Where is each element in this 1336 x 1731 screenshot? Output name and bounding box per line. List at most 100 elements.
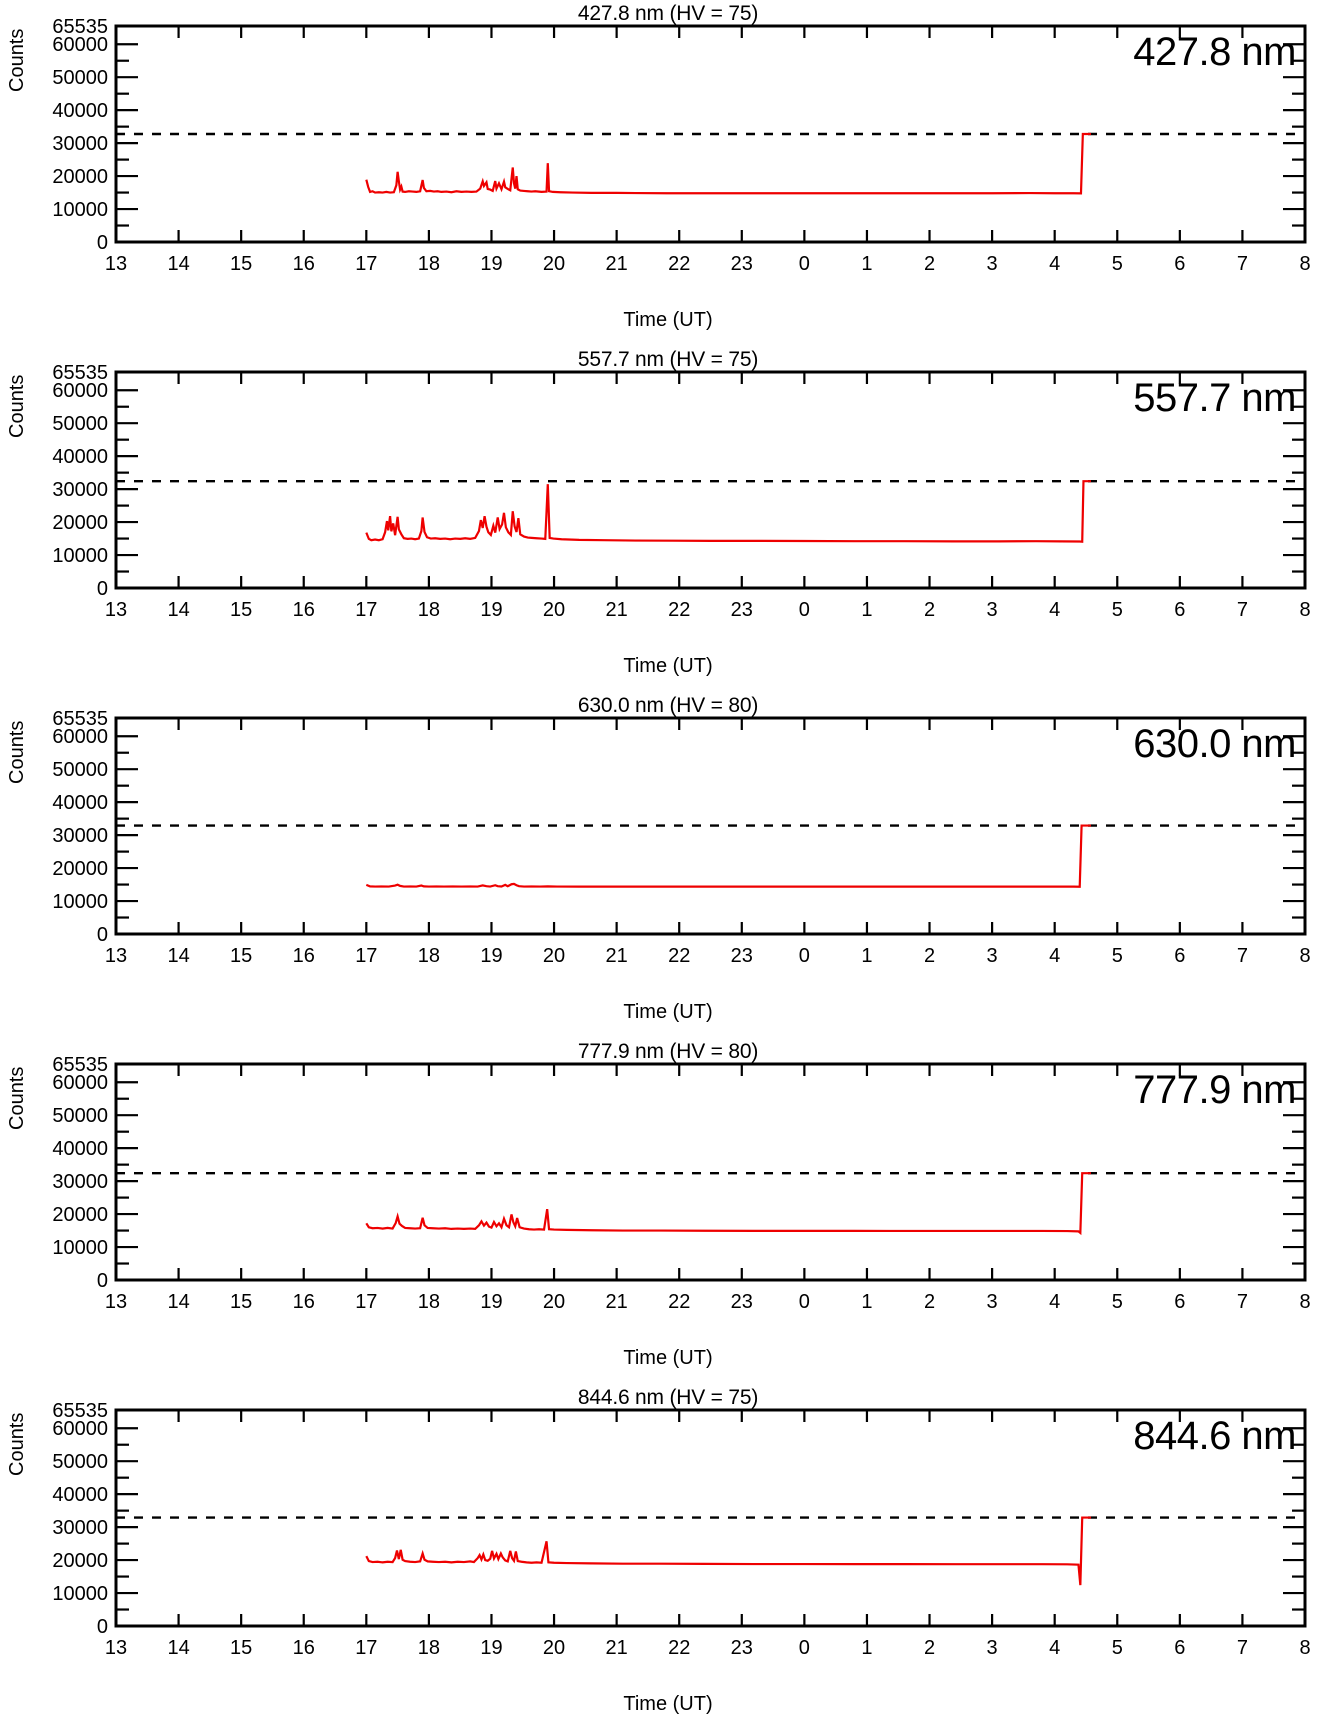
x-tick-label: 3 — [987, 1637, 998, 1659]
x-tick-label: 21 — [606, 945, 628, 967]
y-tick-label: 60000 — [52, 726, 108, 748]
x-tick-label: 5 — [1112, 1291, 1123, 1313]
x-tick-label: 22 — [668, 945, 690, 967]
x-tick-label: 22 — [668, 599, 690, 621]
x-tick-label: 21 — [606, 1637, 628, 1659]
y-tick-label: 60000 — [52, 1072, 108, 1094]
y-tick-label: 0 — [97, 1270, 108, 1292]
x-tick-label: 7 — [1237, 1637, 1248, 1659]
x-tick-label: 15 — [230, 1291, 252, 1313]
y-tick-label: 50000 — [52, 1105, 108, 1127]
x-tick-label: 18 — [418, 599, 440, 621]
x-tick-label: 4 — [1049, 253, 1060, 275]
axis-frame — [114, 370, 1307, 590]
y-tick-label: 0 — [97, 578, 108, 600]
y-tick-label: 20000 — [52, 512, 108, 534]
data-trace — [365, 480, 1091, 543]
x-tick-label: 13 — [105, 1637, 127, 1659]
x-tick-label: 0 — [799, 253, 810, 275]
x-tick-label: 2 — [924, 253, 935, 275]
y-tick-label: 50000 — [52, 759, 108, 781]
x-tick-label: 5 — [1112, 253, 1123, 275]
x-axis-label: Time (UT) — [623, 1347, 713, 1369]
x-tick-label: 17 — [355, 1637, 377, 1659]
x-tick-label: 18 — [418, 945, 440, 967]
x-tick-label: 18 — [418, 253, 440, 275]
wavelength-annotation: 630.0 nm — [1133, 722, 1296, 766]
x-tick-label: 1 — [861, 1637, 872, 1659]
x-tick-label: 15 — [230, 945, 252, 967]
x-tick-label: 15 — [230, 1637, 252, 1659]
x-tick-label: 20 — [543, 1291, 565, 1313]
y-tick-label: 65535 — [52, 708, 108, 730]
x-tick-label: 16 — [293, 253, 315, 275]
x-tick-label: 21 — [606, 253, 628, 275]
axis-frame — [114, 1062, 1307, 1282]
x-tick-label: 7 — [1237, 945, 1248, 967]
x-tick-label: 19 — [480, 599, 502, 621]
panel-title: 427.8 nm (HV = 75) — [577, 2, 759, 25]
y-tick-label: 65535 — [52, 16, 108, 38]
x-axis-ticks: 13 14 15 16 17 18 19 20 21 22 23 0 1 2 3 4 5 6 7 8 — [105, 1064, 1311, 1313]
y-tick-label: 20000 — [52, 1550, 108, 1572]
x-tick-label: 15 — [230, 253, 252, 275]
x-tick-label: 13 — [105, 945, 127, 967]
x-tick-label: 19 — [480, 253, 502, 275]
y-tick-label: 40000 — [52, 1138, 108, 1160]
y-tick-label: 20000 — [52, 166, 108, 188]
x-tick-label: 20 — [543, 599, 565, 621]
y-tick-label: 20000 — [52, 1204, 108, 1226]
wavelength-annotation: 777.9 nm — [1133, 1068, 1296, 1112]
x-tick-label: 6 — [1174, 945, 1185, 967]
panel-title: 844.6 nm (HV = 75) — [577, 1386, 759, 1409]
data-trace — [365, 824, 1091, 888]
y-tick-label: 65535 — [52, 1054, 108, 1076]
x-tick-label: 17 — [355, 945, 377, 967]
x-tick-label: 18 — [418, 1637, 440, 1659]
x-tick-label: 15 — [230, 599, 252, 621]
y-tick-label: 30000 — [52, 1517, 108, 1539]
y-tick-label: 0 — [97, 232, 108, 254]
x-tick-label: 4 — [1049, 945, 1060, 967]
x-tick-label: 16 — [293, 599, 315, 621]
y-tick-label: 50000 — [52, 1451, 108, 1473]
x-tick-label: 14 — [167, 253, 189, 275]
x-tick-label: 3 — [987, 599, 998, 621]
x-tick-label: 0 — [799, 945, 810, 967]
x-tick-label: 17 — [355, 599, 377, 621]
x-tick-label: 18 — [418, 1291, 440, 1313]
y-tick-label: 30000 — [52, 479, 108, 501]
chart-panel: 557.7 nm (HV = 75) 0 10000 20000 30000 40000 5… — [0, 346, 1336, 692]
x-tick-label: 23 — [731, 1637, 753, 1659]
x-axis-ticks: 13 14 15 16 17 18 19 20 21 22 23 0 1 2 3 4 5 6 7 8 — [105, 372, 1311, 621]
x-tick-label: 14 — [167, 599, 189, 621]
x-tick-label: 16 — [293, 945, 315, 967]
y-tick-label: 30000 — [52, 133, 108, 155]
x-tick-label: 21 — [606, 1291, 628, 1313]
x-tick-label: 22 — [668, 1291, 690, 1313]
y-tick-label: 10000 — [52, 199, 108, 221]
x-tick-label: 17 — [355, 1291, 377, 1313]
x-tick-label: 6 — [1174, 1291, 1185, 1313]
x-tick-label: 2 — [924, 945, 935, 967]
y-tick-label: 30000 — [52, 1171, 108, 1193]
data-trace — [365, 1516, 1091, 1586]
x-tick-label: 20 — [543, 253, 565, 275]
y-tick-label: 10000 — [52, 545, 108, 567]
y-tick-label: 60000 — [52, 380, 108, 402]
x-tick-label: 6 — [1174, 1637, 1185, 1659]
x-tick-label: 2 — [924, 599, 935, 621]
x-tick-label: 13 — [105, 1291, 127, 1313]
chart-panel: 844.6 nm (HV = 75) 0 10000 20000 30000 40000 5… — [0, 1384, 1336, 1730]
x-tick-label: 17 — [355, 253, 377, 275]
